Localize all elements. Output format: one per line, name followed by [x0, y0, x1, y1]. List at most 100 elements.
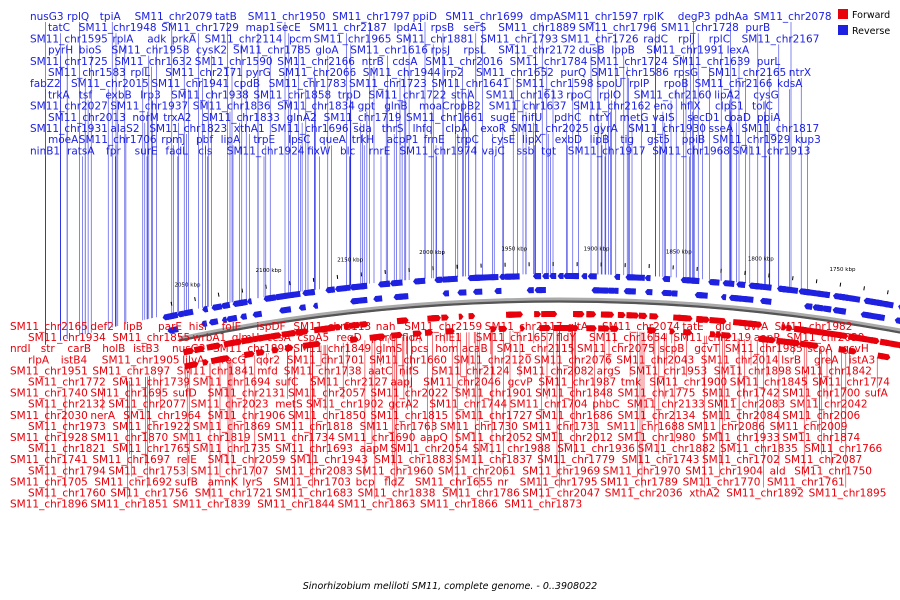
reverse-gene-label: dmpA [530, 11, 562, 23]
reverse-feature [263, 294, 276, 302]
reverse-gene-label: secD1 [687, 112, 719, 124]
forward-gene-label: lsrB [781, 354, 801, 366]
forward-gene-label: SM11_chr2127 [310, 377, 388, 389]
forward-feature [349, 336, 359, 343]
forward-feature [535, 311, 542, 318]
forward-gene-label: SM11_chr1933 [702, 432, 780, 444]
forward-gene-label: SM11_chr1743 [622, 454, 700, 466]
forward-gene-label: SM11_chr1815 [370, 410, 448, 422]
reverse-gene-label: nusG3 [30, 11, 64, 23]
reverse-gene-label: SM11_chr2015 [71, 78, 149, 90]
forward-feature [838, 331, 849, 340]
forward-gene-label: SM11_chr2030 [10, 410, 88, 422]
reverse-gene-label: lhfq [413, 123, 433, 135]
forward-gene-label: SM11_chr1756 [110, 488, 188, 500]
forward-gene-label: SM11_chr2074 [602, 321, 680, 333]
reverse-feature [670, 290, 678, 297]
forward-gene-label: SM11_chr1874 [782, 432, 860, 444]
forward-feature [315, 326, 323, 334]
forward-gene-label: SM11_chr1969 [522, 465, 600, 477]
reverse-gene-label: tatC [48, 22, 70, 34]
reverse-gene-label: eno [654, 101, 674, 113]
reverse-gene-label: fpr [106, 145, 121, 157]
reverse-gene-label: SM11_chr1796 [579, 22, 657, 34]
reverse-gene-label: SM11_chr2078 [754, 11, 832, 23]
forward-gene-label: SM11_chr2054 [390, 443, 468, 455]
forward-gene-label: SM11_chr1770 [683, 476, 761, 488]
reverse-gene-label: dusB [579, 45, 605, 57]
reverse-feature [252, 310, 263, 318]
feature-arrows [162, 262, 900, 370]
forward-feature [577, 311, 584, 318]
forward-gene-label: ald [770, 465, 786, 477]
forward-gene-label: SM11_chr1686 [535, 410, 613, 422]
forward-feature [817, 328, 825, 336]
forward-gene-label: SM11_chr1735 [193, 443, 271, 455]
forward-feature [508, 311, 517, 318]
forward-gene-label: SM11_chr1738 [284, 365, 362, 377]
forward-gene-label: SM11_chr1987 [538, 377, 616, 389]
genome-backbone [178, 297, 900, 342]
forward-gene-label: SM11_chr1838 [358, 488, 436, 500]
forward-gene-label: SM11_chr1839 [173, 499, 251, 511]
forward-gene-label: SM11_chr1821 [28, 443, 106, 455]
forward-feature [598, 325, 610, 332]
reverse-feature [614, 273, 621, 280]
forward-gene-label: SM11_chr1721 [195, 488, 273, 500]
forward-gene-label: sufD [173, 388, 197, 400]
reverse-gene-label: radC [643, 33, 668, 45]
reverse-feature [361, 296, 368, 304]
forward-gene-label: SM11_chr2083 [707, 399, 785, 411]
reverse-feature [446, 275, 458, 283]
reverse-gene-label: cysK2 [196, 45, 227, 57]
forward-gene-label: SM11_chr1900 [649, 377, 727, 389]
reverse-feature [587, 273, 597, 280]
reverse-feature [708, 278, 719, 286]
forward-gene-label: SM11_chr1744 [429, 399, 507, 411]
forward-feature [245, 350, 255, 358]
forward-feature [259, 349, 265, 356]
reverse-gene-label: queA [319, 134, 347, 146]
forward-gene-label: str [41, 343, 56, 355]
forward-feature [545, 311, 556, 318]
reverse-feature [334, 284, 348, 293]
forward-gene-label: fldY [556, 332, 576, 344]
forward-gene-label: SM11_chr1794 [28, 465, 106, 477]
forward-feature [809, 327, 819, 335]
forward-gene-label: ccsA [267, 332, 292, 344]
reverse-gene-label: SM11_chr1724 [590, 56, 668, 68]
reverse-gene-label: SM11_chr1948 [79, 22, 157, 34]
kbp-tick-label: 2050 kbp [175, 282, 201, 288]
reverse-gene-label: SM11_chr1729 [161, 22, 239, 34]
reverse-gene-label: ppiB [682, 134, 705, 146]
reverse-gene-label: tolC [752, 101, 773, 113]
scale-tick [312, 277, 315, 282]
reverse-gene-label: SM11_chr1661 [406, 112, 484, 124]
forward-gene-label: SM11_chr1870 [90, 432, 168, 444]
kbp-tick-label: 1800 kbp [748, 257, 774, 263]
forward-feature [780, 338, 792, 346]
reverse-feature [472, 288, 483, 295]
forward-gene-label: SM11_chr1883 [374, 454, 452, 466]
reverse-gene-label: SM11_chr2027 [30, 101, 108, 113]
forward-gene-label: purC [371, 332, 396, 344]
reverse-gene-label: rplQ [67, 11, 89, 23]
forward-gene-label: fldA [402, 332, 423, 344]
reverse-feature [581, 273, 588, 280]
reverse-gene-label: moeA [48, 134, 79, 146]
forward-gene-label: phbC [592, 399, 619, 411]
forward-feature [295, 328, 308, 336]
forward-gene-label: qor2 [256, 354, 280, 366]
legend-forward-swatch [838, 9, 848, 19]
reverse-gene-label: rpoC [566, 89, 591, 101]
forward-feature [768, 336, 776, 344]
forward-gene-label: SM11_chr1851 [90, 499, 168, 511]
reverse-gene-label: irp2 [443, 67, 464, 79]
reverse-gene-label: trpE [253, 134, 275, 146]
forward-gene-label: ispDF [256, 321, 285, 333]
forward-feature [849, 333, 861, 341]
reverse-gene-label: rpsJ [431, 45, 451, 57]
forward-gene-label: aatC [368, 365, 392, 377]
reverse-gene-label: cls [198, 145, 212, 157]
forward-gene-label: SM11_chr1765 [112, 443, 190, 455]
